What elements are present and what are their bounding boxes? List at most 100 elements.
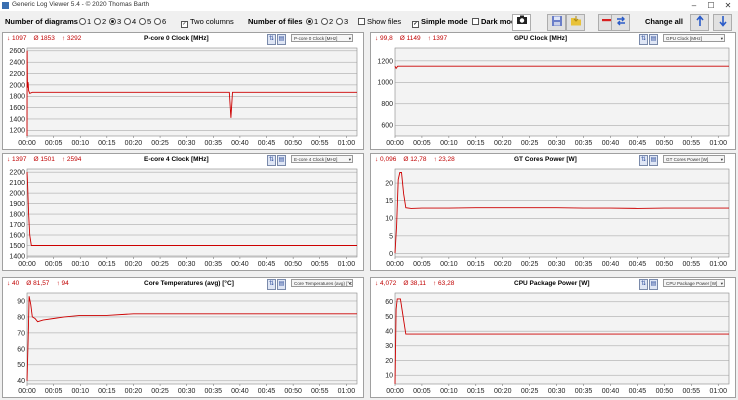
num-diagrams-label: Number of diagrams — [5, 17, 78, 26]
diagram-panel-gpu-clock: ↓ 99,8 Ø 1149 ↑ 1397 GPU Clock [MHz] ⇅ ▤ GPU C… — [370, 32, 736, 150]
plot-area — [26, 292, 358, 385]
y-tick-label: 60 — [17, 346, 25, 353]
panel-signal-select[interactable]: E-core 4 Clock [MHz] ▾ — [291, 155, 353, 163]
y-tick-label: 40 — [17, 378, 25, 385]
x-tick-label: 00:05 — [413, 261, 431, 268]
diagram-panel-gt-power: ↓ 0,096 Ø 12,78 ↑ 23,28 GT Cores Power [W] ⇅… — [370, 153, 736, 271]
dark-mode-checkbox[interactable]: Dark mod — [472, 17, 516, 26]
close-button[interactable]: ✕ — [724, 1, 732, 10]
y-tick-label: 20 — [385, 180, 393, 187]
save-icon[interactable] — [547, 14, 566, 31]
diagram-panel-pcore-clock: ↓ 1097 Ø 1853 ↑ 3292 P-core 0 Clock [MHz] ⇅ ▤… — [2, 32, 364, 150]
toolbar: Number of diagrams 1 2 3 4 5 6 ✓ Two colu… — [0, 11, 738, 32]
up-arrow-icon[interactable] — [690, 14, 709, 31]
y-tick-label: 1400 — [9, 253, 25, 260]
panel-signal-select[interactable]: CPU Package Power [W] ▾ — [663, 279, 725, 287]
stat-avg: Ø 1149 — [399, 35, 421, 42]
y-tick-label: 50 — [385, 314, 393, 321]
sort-up-icon[interactable]: ⇅ — [639, 279, 648, 290]
panel-title: E-core 4 Clock [MHz] — [144, 156, 209, 163]
x-tick-label: 00:30 — [548, 388, 566, 395]
panel-header: ↓ 40 Ø 81,57 ↑ 94 Core Temperatures (avg) [… — [3, 278, 363, 290]
window-title: Generic Log Viewer 5.4 - © 2020 Thomas B… — [12, 1, 150, 8]
stat-max: ↑ 2594 — [61, 156, 82, 163]
file-icon[interactable]: ▤ — [649, 279, 658, 290]
y-tick-label: 800 — [381, 101, 393, 108]
file-icon[interactable]: ▤ — [649, 155, 658, 166]
two-columns-checkbox[interactable]: ✓ Two columns — [181, 17, 234, 28]
y-tick-label: 1600 — [9, 105, 25, 112]
panel-header: ↓ 1097 Ø 1853 ↑ 3292 P-core 0 Clock [MHz] ⇅ ▤… — [3, 33, 363, 45]
stat-avg: Ø 1501 — [33, 156, 55, 163]
panel-signal-select[interactable]: GPU Clock [MHz] ▾ — [663, 34, 725, 42]
file-radio-2[interactable]: 2 — [321, 17, 333, 26]
x-tick-label: 00:25 — [151, 388, 169, 395]
down-arrow-icon[interactable] — [713, 14, 732, 31]
panel-chart: 40 50 60 70 80 90 00:00 00:05 00:10 00:15 00:20 00:… — [17, 292, 358, 395]
x-tick-label: 00:40 — [602, 388, 620, 395]
series-line — [394, 172, 729, 254]
diagram-radio-6[interactable]: 6 — [154, 17, 166, 26]
x-tick-label: 00:05 — [413, 388, 431, 395]
panel-signal-select[interactable]: GT Cores Power [W] ▾ — [663, 155, 725, 163]
series-line — [394, 65, 729, 70]
sort-up-icon[interactable]: ⇅ — [639, 155, 648, 166]
sort-up-icon[interactable]: ⇅ — [267, 279, 276, 290]
y-tick-label: 1400 — [9, 116, 25, 123]
panel-signal-select[interactable]: Core Temperatures (avg) [°C] ▾ — [291, 279, 353, 287]
series-line — [394, 298, 729, 384]
swap-icon[interactable] — [611, 14, 630, 31]
y-tick-label: 20 — [385, 358, 393, 365]
x-tick-label: 00:05 — [413, 140, 431, 147]
file-icon[interactable]: ▤ — [277, 34, 286, 45]
panel-stats: ↓ 1397 Ø 1501 ↑ 2594 — [7, 156, 88, 163]
x-tick-label: 00:10 — [71, 261, 89, 268]
diagram-radio-5[interactable]: 5 — [139, 17, 151, 26]
file-icon[interactable]: ▤ — [277, 155, 286, 166]
diagram-radio-1[interactable]: 1 — [79, 17, 91, 26]
x-tick-label: 00:35 — [205, 388, 223, 395]
y-tick-label: 1700 — [9, 222, 25, 229]
stat-min: ↓ 0,096 — [375, 156, 397, 163]
panel-chart: 0 5 10 15 20 00:00 00:05 00:10 00:15 00:20 00:25 00… — [385, 168, 730, 268]
diagram-panel-ecore-clock: ↓ 1397 Ø 1501 ↑ 2594 E-core 4 Clock [MHz] ⇅ ▤… — [2, 153, 364, 271]
file-radio-3[interactable]: 3 — [336, 17, 348, 26]
x-tick-label: 01:00 — [709, 261, 727, 268]
x-tick-label: 00:15 — [98, 140, 116, 147]
diagram-radio-4[interactable]: 4 — [124, 17, 136, 26]
folder-icon[interactable] — [566, 14, 585, 31]
y-tick-label: 600 — [381, 123, 393, 130]
panel-signal-select[interactable]: P-core 0 Clock [MHz] ▾ — [291, 34, 353, 42]
x-tick-label: 00:30 — [548, 261, 566, 268]
diagram-radio-3[interactable]: 3 — [109, 17, 121, 26]
y-tick-label: 1800 — [9, 211, 25, 218]
minimize-button[interactable]: – — [691, 1, 697, 10]
x-tick-label: 00:25 — [151, 261, 169, 268]
camera-icon[interactable] — [512, 14, 531, 31]
maximize-button[interactable]: ☐ — [707, 1, 715, 10]
show-files-checkbox[interactable]: Show files — [358, 17, 401, 26]
file-icon[interactable]: ▤ — [649, 34, 658, 45]
x-tick-label: 00:35 — [205, 261, 223, 268]
stat-max: ↑ 63,28 — [432, 280, 455, 287]
y-tick-label: 2200 — [9, 170, 25, 177]
file-icon[interactable]: ▤ — [277, 279, 286, 290]
y-tick-label: 1200 — [377, 58, 393, 65]
y-tick-label: 60 — [385, 299, 393, 306]
sort-up-icon[interactable]: ⇅ — [267, 34, 276, 45]
x-tick-label: 00:55 — [311, 261, 329, 268]
diagram-panel-core-temp: ↓ 40 Ø 81,57 ↑ 94 Core Temperatures (avg) [… — [2, 277, 364, 398]
panel-chart: 10 20 30 40 50 60 00:00 00:05 00:10 00:15 00:20 00:… — [385, 292, 730, 395]
simple-mode-checkbox[interactable]: ✓ Simple mode — [412, 17, 468, 28]
x-tick-label: 00:00 — [18, 388, 36, 395]
x-tick-label: 00:45 — [629, 261, 647, 268]
y-tick-label: 70 — [17, 330, 25, 337]
x-tick-label: 00:35 — [205, 140, 223, 147]
file-radio-1[interactable]: 1 — [306, 17, 318, 26]
x-tick-label: 00:40 — [602, 140, 620, 147]
diagram-radio-2[interactable]: 2 — [94, 17, 106, 26]
y-tick-label: 40 — [385, 329, 393, 336]
series-line — [26, 296, 357, 381]
sort-up-icon[interactable]: ⇅ — [267, 155, 276, 166]
sort-up-icon[interactable]: ⇅ — [639, 34, 648, 45]
